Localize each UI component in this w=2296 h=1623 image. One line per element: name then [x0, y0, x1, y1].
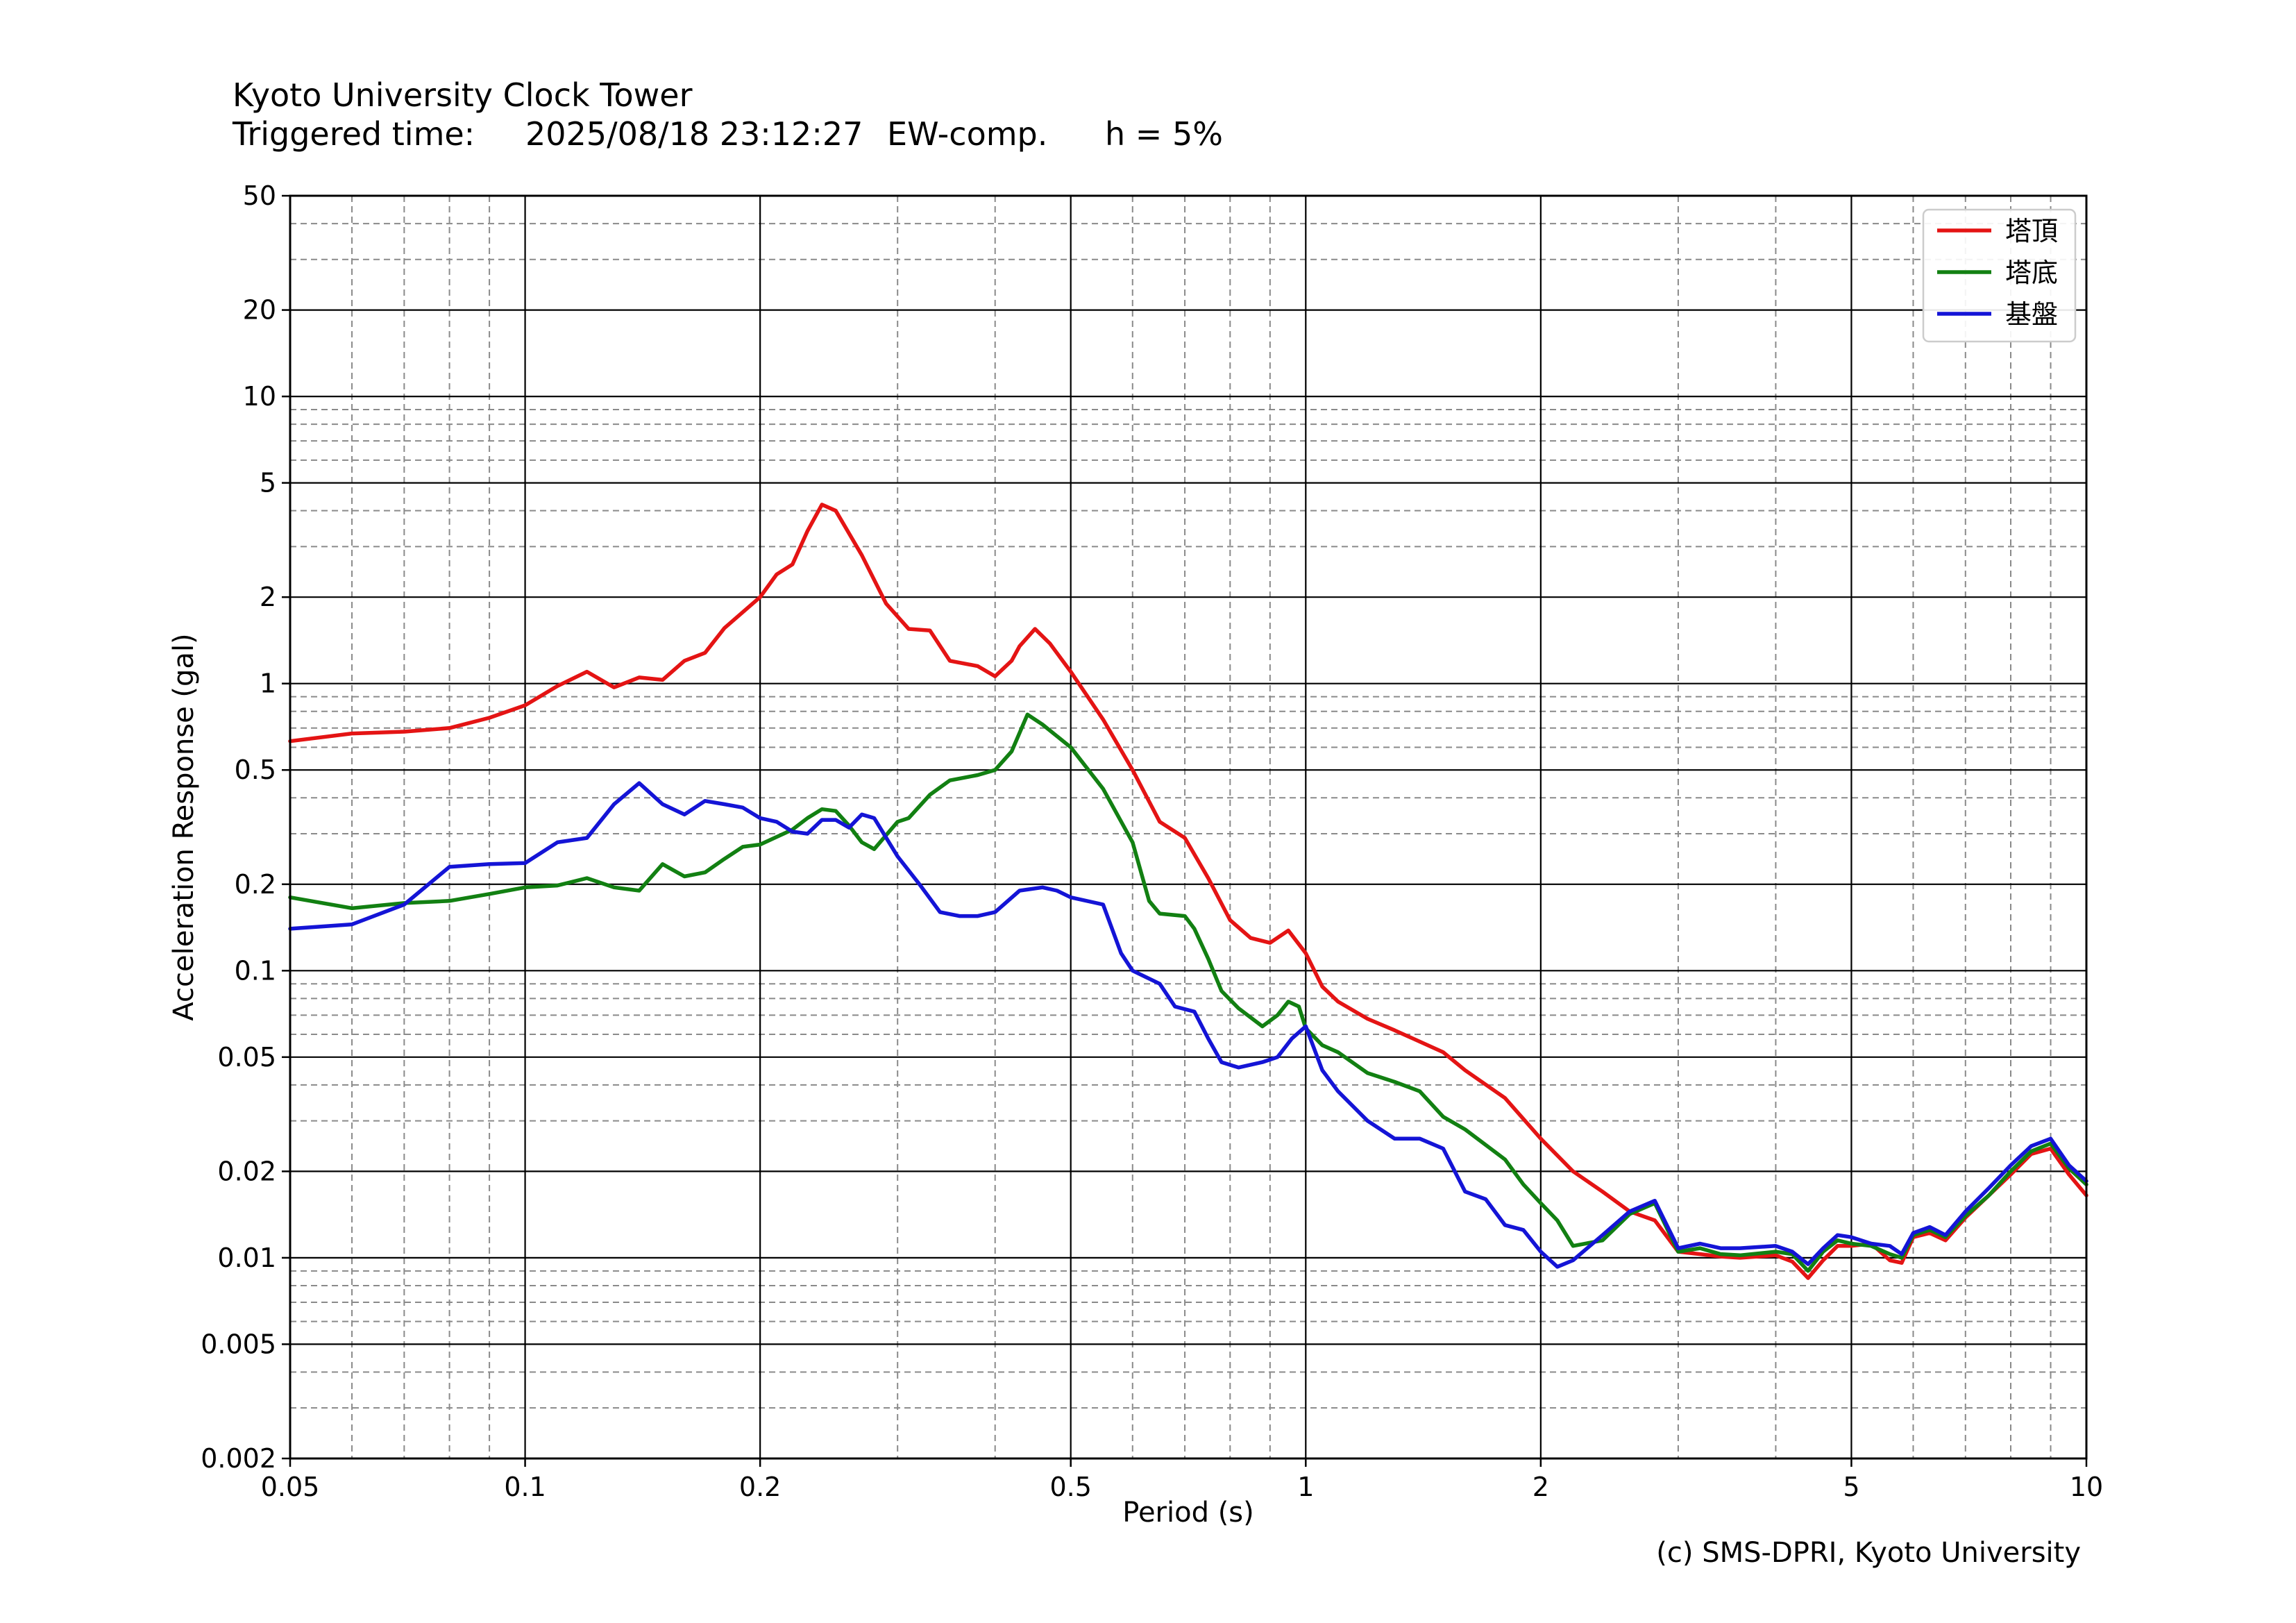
x-tick-label: 10 — [2070, 1472, 2103, 1502]
x-tick-label: 0.1 — [504, 1472, 546, 1502]
y-tick-label: 0.5 — [235, 755, 276, 785]
y-tick-label: 1 — [260, 668, 276, 699]
legend-label: 塔頂 — [2005, 216, 2058, 246]
y-tick-label: 0.2 — [235, 869, 276, 900]
axis-ticks: 0.05 0.1 0.2 0.5 1 2 5 10 0.002 0.005 0.01 0.02 0.05… — [201, 180, 2103, 1502]
series-lines — [288, 503, 2088, 1280]
trigger-label: Triggered time: — [233, 115, 475, 153]
x-axis-label: Period (s) — [1122, 1497, 1254, 1529]
copyright-footer: (c) SMS-DPRI, Kyoto University — [1656, 1537, 2081, 1569]
x-tick-label: 1 — [1297, 1472, 1314, 1502]
y-tick-label: 2 — [260, 582, 276, 612]
y-tick-label: 0.002 — [201, 1443, 276, 1474]
x-tick-label: 0.2 — [739, 1472, 781, 1502]
y-axis-label: Acceleration Response (gal) — [168, 633, 200, 1020]
plot-frame — [289, 194, 2088, 1460]
x-tick-label: 0.05 — [261, 1472, 320, 1502]
y-tick-label: 5 — [260, 468, 276, 498]
x-tick-label: 5 — [1843, 1472, 1859, 1502]
series-line-2 — [288, 712, 2088, 1273]
series-line-1 — [288, 503, 2088, 1280]
legend-label: 塔底 — [2005, 258, 2058, 288]
component-label: EW-comp. — [887, 115, 1048, 153]
series-line-3 — [288, 781, 2088, 1269]
legend-box — [1922, 208, 2077, 343]
x-tick-label: 0.5 — [1049, 1472, 1091, 1502]
y-tick-label: 10 — [243, 381, 276, 412]
damping-label: h = 5% — [1105, 115, 1223, 153]
y-tick-label: 0.02 — [217, 1156, 276, 1186]
trigger-time: 2025/08/18 23:12:27 — [525, 115, 863, 153]
y-tick-label: 50 — [243, 180, 276, 211]
y-tick-label: 0.01 — [217, 1243, 276, 1273]
y-tick-label: 0.1 — [235, 955, 276, 986]
legend-label: 基盤 — [2005, 299, 2058, 330]
chart-title: Kyoto University Clock Tower — [233, 76, 693, 114]
y-tick-label: 20 — [243, 295, 276, 326]
x-tick-label: 2 — [1533, 1472, 1549, 1502]
y-tick-label: 0.05 — [217, 1042, 276, 1073]
y-tick-label: 0.005 — [201, 1329, 276, 1359]
grid — [289, 194, 2088, 1460]
